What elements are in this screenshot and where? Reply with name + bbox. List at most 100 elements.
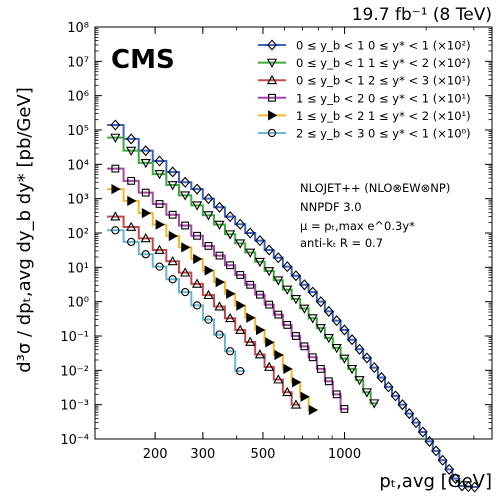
data-point-circle <box>155 262 164 271</box>
data-point-square <box>181 221 190 230</box>
y-axis-title: d³σ / dpₜ,avg dy_b dy* [pb/GeV] <box>14 87 35 373</box>
legend-label: 2 ≤ y_b < 3 0 ≤ y* < 1 (×10⁰) <box>296 127 471 141</box>
series-layer <box>107 119 480 493</box>
data-point-triangle-down <box>224 230 236 240</box>
data-point-triangle-down <box>299 304 310 314</box>
data-point-triangle-right <box>204 265 214 276</box>
y-tick-label: 10⁷ <box>67 55 89 70</box>
data-point-diamond <box>126 133 137 145</box>
legend-entry-2: 0 ≤ y_b < 1 1 ≤ y* < 2 (×10²) <box>258 56 471 70</box>
data-point-diamond <box>331 315 342 327</box>
data-point-triangle-down <box>315 324 326 334</box>
data-point-square <box>300 342 309 351</box>
x-tick-label: 300 <box>190 447 215 462</box>
series-4 <box>107 164 349 413</box>
data-point-square <box>265 300 274 309</box>
data-point-square <box>324 377 333 386</box>
data-point-triangle-down <box>140 159 151 169</box>
data-point-square <box>246 280 255 289</box>
data-point-diamond <box>404 408 415 420</box>
series-3 <box>107 211 302 409</box>
y-tick-label: 10³ <box>67 193 89 208</box>
data-point-diamond <box>267 39 277 51</box>
data-point-triangle-up <box>266 74 278 85</box>
data-point-triangle-up <box>167 255 178 266</box>
y-tick-label: 10⁰ <box>67 296 89 311</box>
data-point-triangle-down <box>290 295 302 305</box>
data-point-square <box>283 321 292 329</box>
data-point-circle <box>111 226 120 235</box>
y-tick-label: 10⁶ <box>67 90 89 105</box>
data-point-triangle-down <box>167 181 178 191</box>
data-point-triangle-down <box>361 388 373 398</box>
data-point-triangle-up <box>203 289 214 300</box>
data-point-circle <box>204 315 213 324</box>
data-point-triangle-up <box>126 221 137 231</box>
data-point-triangle-up <box>290 399 302 409</box>
y-tick-label: 10² <box>67 227 89 242</box>
data-point-triangle-right <box>308 404 319 416</box>
theory-step-line <box>107 229 246 373</box>
data-point-triangle-down <box>154 170 165 180</box>
data-point-circle <box>181 287 190 297</box>
data-point-triangle-right <box>215 277 225 288</box>
data-point-square <box>340 405 349 413</box>
data-point-circle <box>168 275 177 284</box>
data-point-square <box>292 332 300 340</box>
theory-line-1: NLOJET++ (NLO⊗EW⊗NP) <box>300 181 450 195</box>
data-point-square <box>215 251 224 260</box>
data-point-triangle-right <box>111 183 121 195</box>
axis-ticks: 10⁻⁴ 10⁻³ 10⁻² 10⁻¹ 10⁰ 10¹ 10² 10³ 10⁴ 10⁵ 10⁶ 10⁷… <box>60 21 492 462</box>
data-point-square <box>332 390 341 399</box>
data-point-diamond <box>390 390 401 402</box>
theory-description: NLOJET++ (NLO⊗EW⊗NP) NNPDF 3.0 μ = pₜ,ma… <box>300 181 450 250</box>
x-axis-title: pₜ,avg [GeV] <box>379 471 492 492</box>
data-point-triangle-up <box>110 211 121 221</box>
y-tick-label: 10⁸ <box>67 21 89 36</box>
y-tick-label: 10⁻¹ <box>60 330 89 345</box>
data-point-diamond <box>254 235 265 247</box>
data-point-circle <box>225 347 235 356</box>
data-point-diamond <box>323 305 334 317</box>
legend-entry-4: 1 ≤ y_b < 2 0 ≤ y* < 1 (×10¹) <box>258 91 471 105</box>
data-point-diamond <box>307 286 318 298</box>
data-point-square <box>111 164 120 173</box>
data-point-triangle-up <box>254 349 266 359</box>
data-point-triangle-right <box>246 312 256 323</box>
x-tick-label: 500 <box>251 447 276 462</box>
legend-label: 1 ≤ y_b < 2 0 ≤ y* < 1 (×10¹) <box>296 91 471 105</box>
data-point-triangle-up <box>273 374 284 384</box>
data-point-triangle-right <box>141 207 152 219</box>
data-point-triangle-right <box>193 253 203 265</box>
experiment-label: CMS <box>111 45 175 75</box>
data-point-square <box>168 210 177 219</box>
data-point-square <box>274 310 283 319</box>
data-point-circle <box>127 237 136 247</box>
legend: 0 ≤ y_b < 1 0 ≤ y* < 1 (×10²) 0 ≤ y_b < 1… <box>258 39 471 141</box>
data-point-triangle-up <box>235 324 246 334</box>
y-tick-label: 10⁴ <box>67 158 89 173</box>
data-point-diamond <box>411 417 422 429</box>
data-point-diamond <box>140 145 151 157</box>
data-point-triangle-up <box>140 232 151 243</box>
data-point-triangle-right <box>265 337 275 348</box>
x-tick-label: 200 <box>143 447 168 462</box>
legend-entry-1: 0 ≤ y_b < 1 0 ≤ y* < 1 (×10²) <box>258 39 471 53</box>
data-point-circle <box>267 128 277 138</box>
y-tick-label: 10⁻³ <box>60 399 89 414</box>
data-point-diamond <box>437 454 448 466</box>
theory-line-2: NNPDF 3.0 <box>300 200 362 214</box>
series-1 <box>107 119 480 493</box>
luminosity-label: 19.7 fb⁻¹ (8 TeV) <box>352 5 492 25</box>
data-point-diamond <box>347 334 358 346</box>
y-tick-label: 10⁻² <box>60 364 89 379</box>
data-point-triangle-right <box>283 363 293 375</box>
legend-entry-3: 0 ≤ y_b < 1 2 ≤ y* < 3 (×10¹) <box>258 74 471 88</box>
data-point-diamond <box>469 481 480 493</box>
y-tick-label: 10⁻⁴ <box>60 433 89 448</box>
data-point-triangle-right <box>181 242 191 253</box>
data-point-triangle-down <box>126 146 137 157</box>
legend-entry-5: 1 ≤ y_b < 2 1 ≤ y* < 2 (×10¹) <box>258 109 471 123</box>
theory-line-4: anti-kₜ R = 0.7 <box>300 236 383 250</box>
